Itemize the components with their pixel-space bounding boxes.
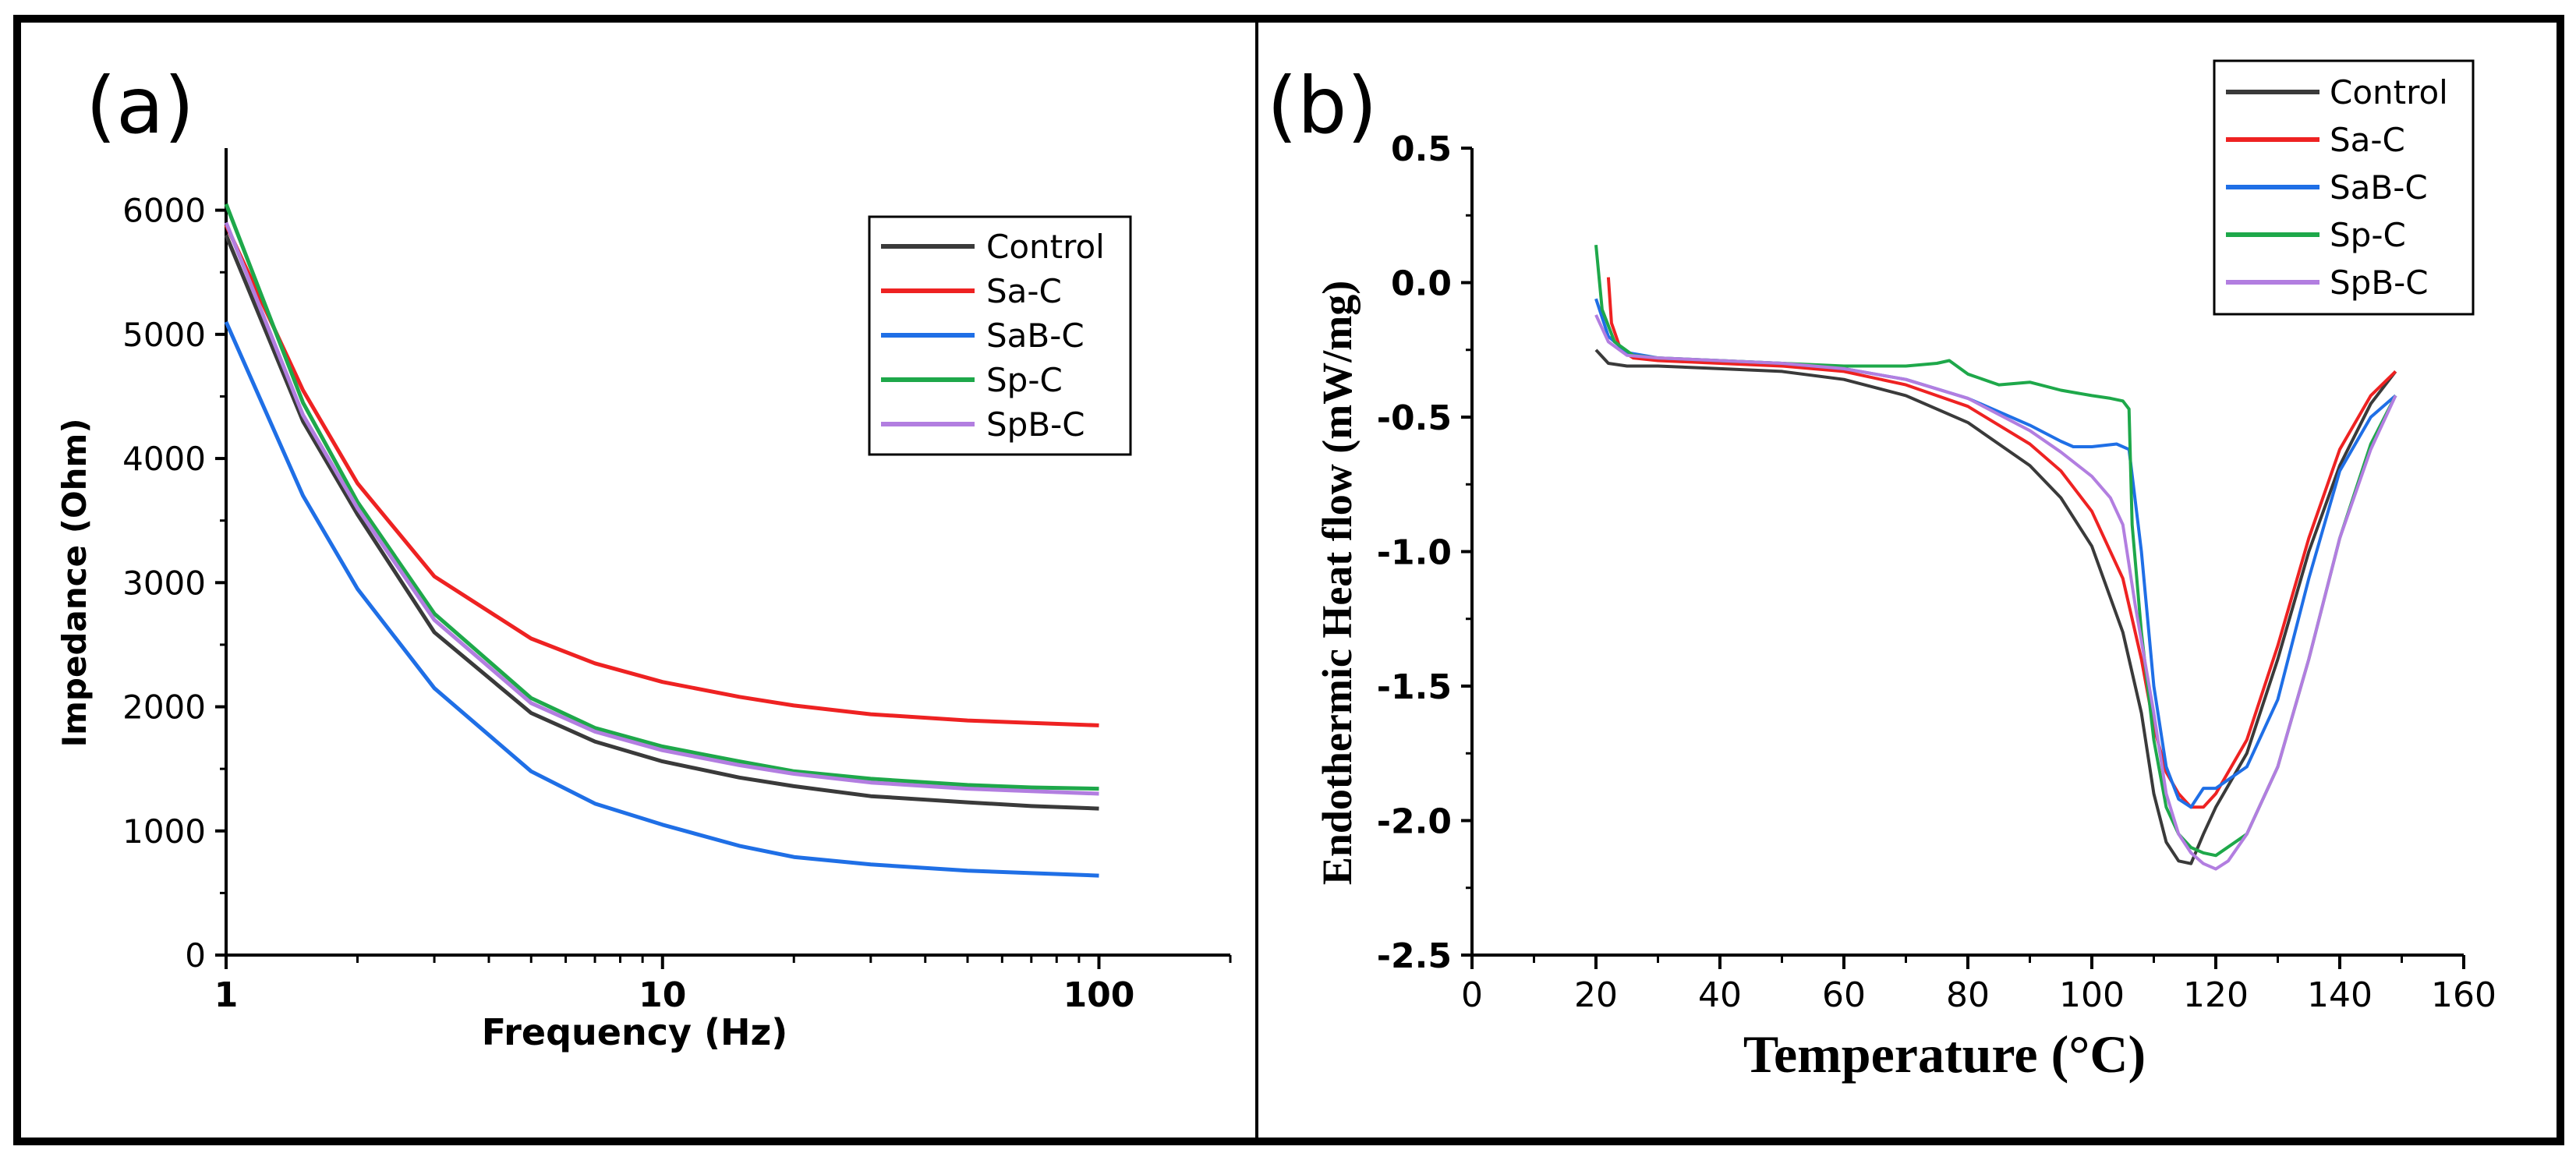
- x-tick-label: 140: [2307, 975, 2373, 1015]
- series-line-spb-c: [1594, 314, 2397, 871]
- y-tick-label: 6000: [122, 192, 206, 230]
- legend-label: Control: [2330, 73, 2448, 111]
- x-tick-label: 0: [1461, 975, 1483, 1015]
- legend-label: SpB-C: [986, 405, 1085, 444]
- series-line-sa-c: [224, 224, 1099, 727]
- legend-label: Control: [986, 228, 1105, 266]
- y-tick-label: 2000: [122, 688, 206, 727]
- y-tick-label: -2.5: [1377, 936, 1452, 976]
- x-tick-label: 10: [639, 975, 686, 1015]
- heat-flow-chart: -2.5 -2.0 -1.5 -1.0 -0.5 0.0 0.5 0 20 40 60 80 100 12…: [1314, 59, 2496, 1084]
- series-line-control: [1594, 349, 2397, 865]
- x-tick-label: 120: [2183, 975, 2249, 1015]
- y-tick-label: 5000: [122, 316, 206, 354]
- series-line-sab-c: [1594, 298, 2397, 809]
- y-tick-label: -0.5: [1377, 398, 1452, 438]
- legend-label: Sa-C: [986, 272, 1062, 310]
- x-tick-label: 20: [1574, 975, 1618, 1015]
- series-line-sab-c: [224, 320, 1099, 878]
- y-tick-label: 0.5: [1391, 129, 1452, 169]
- legend-label: SaB-C: [2330, 168, 2428, 207]
- series-line-spb-c: [224, 221, 1099, 796]
- x-tick-label: 100: [2059, 975, 2125, 1015]
- legend-label: SaB-C: [986, 317, 1085, 355]
- panel-label-a: (a): [86, 60, 194, 151]
- y-tick-label: 3000: [122, 564, 206, 602]
- series-line-sp-c: [224, 203, 1099, 791]
- x-axis-title: Temperature (°C): [1743, 1024, 2146, 1084]
- legend-label: Sa-C: [2330, 121, 2405, 159]
- x-tick-label: 80: [1946, 975, 1990, 1015]
- series-line-sp-c: [1594, 245, 2397, 858]
- x-tick-label: 160: [2431, 975, 2496, 1015]
- legend-label: Sp-C: [2330, 216, 2406, 254]
- y-tick-label: 0: [185, 936, 206, 975]
- x-tick-label: 40: [1698, 975, 1742, 1015]
- figure-frame: [13, 15, 2564, 1145]
- y-axis-title: Endothermic Heat flow (mW/mg): [1314, 281, 1361, 885]
- y-axis-title: Impedance (Ohm): [55, 418, 94, 747]
- y-tick-label: 0.0: [1391, 264, 1452, 304]
- x-tick-label: 100: [1063, 975, 1135, 1015]
- legend-label: SpB-C: [2330, 264, 2429, 302]
- x-axis-title: Frequency (Hz): [482, 1011, 788, 1053]
- panel-label-b: (b): [1267, 60, 1378, 151]
- y-tick-label: -1.5: [1377, 667, 1452, 707]
- impedance-chart: 0 1000 2000 3000 4000 5000 6000 1 10 100 Frequency…: [55, 148, 1232, 1053]
- series-line-sa-c: [1606, 277, 2397, 809]
- y-tick-label: 1000: [122, 812, 206, 851]
- x-tick-label: 1: [214, 975, 239, 1015]
- x-tick-label: 60: [1822, 975, 1866, 1015]
- y-tick-label: -1.0: [1377, 533, 1452, 573]
- y-tick-label: 4000: [122, 440, 206, 478]
- y-tick-label: -2.0: [1377, 802, 1452, 842]
- legend-label: Sp-C: [986, 361, 1063, 399]
- series-line-control: [224, 234, 1099, 811]
